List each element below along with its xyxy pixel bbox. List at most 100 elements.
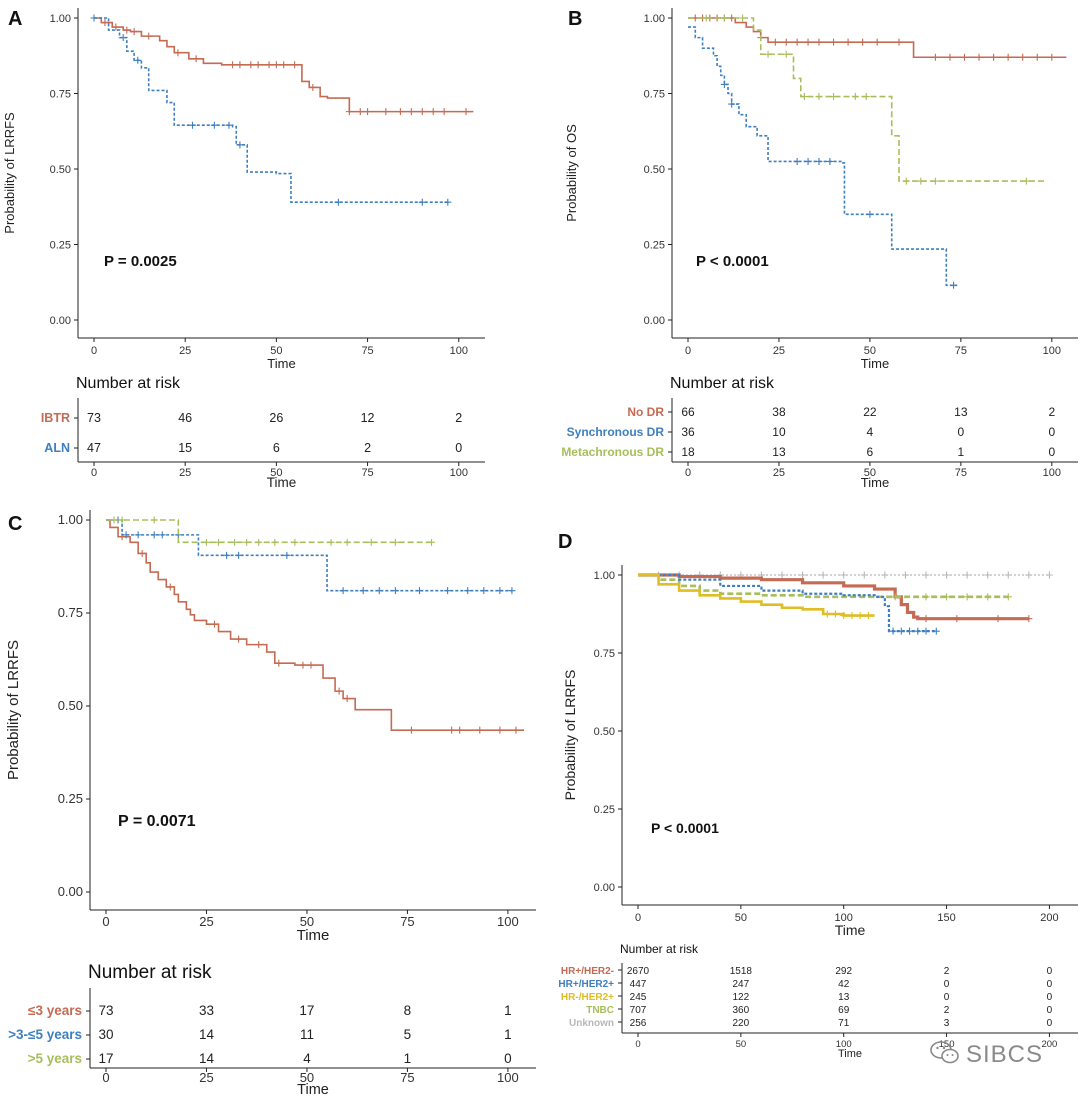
censor-mark	[418, 108, 426, 116]
x-tick-label: 50	[270, 345, 282, 357]
y-tick-label: 0.00	[50, 315, 71, 327]
censor-mark	[902, 177, 910, 185]
risk-value: 10	[772, 425, 786, 439]
censor-mark	[963, 593, 971, 601]
censor-mark	[720, 14, 728, 22]
risk-table: Number at risk HR+/HER2- 2670 1518 292 2 0 HR+/…	[558, 942, 1078, 1060]
censor-mark	[800, 93, 808, 101]
censor-mark	[815, 93, 823, 101]
risk-value: 6	[867, 445, 874, 459]
x-axis-title: Time	[861, 356, 889, 371]
censor-mark	[895, 38, 903, 46]
risk-value: 0	[958, 425, 965, 439]
censor-mark	[984, 571, 992, 579]
risk-row-label: >5 years	[28, 1051, 82, 1066]
censor-mark	[418, 198, 426, 206]
censor-mark	[235, 551, 243, 559]
risk-value: 0	[455, 441, 462, 455]
risk-x-tick-label: 25	[773, 467, 785, 479]
censor-mark	[112, 23, 120, 31]
series-line-Synchronous DR	[688, 26, 958, 287]
risk-value: 0	[1047, 1005, 1053, 1016]
x-tick-label: 25	[179, 345, 191, 357]
censor-mark	[101, 19, 109, 27]
y-tick-label: 1.00	[50, 13, 71, 25]
censor-mark	[764, 50, 772, 58]
censor-mark	[123, 26, 131, 34]
censor-mark	[739, 14, 747, 22]
risk-value: 1	[504, 1003, 512, 1018]
risk-value: 0	[944, 979, 950, 990]
y-tick-label: 0.00	[594, 882, 615, 894]
censor-mark	[1025, 571, 1033, 579]
censor-mark	[826, 157, 834, 165]
x-tick-label: 50	[300, 914, 314, 929]
risk-value: 2670	[627, 966, 650, 977]
series-line-HR+/HER2+	[638, 573, 937, 633]
censor-mark	[994, 615, 1002, 623]
censor-mark	[382, 108, 390, 116]
censor-mark	[480, 587, 488, 595]
series-line-No DR	[688, 17, 1067, 59]
risk-x-tick-label: 100	[836, 1039, 852, 1050]
risk-value: 2	[364, 441, 371, 455]
risk-x-tick-label: 50	[270, 467, 282, 479]
watermark: SIBCS	[930, 1040, 1043, 1069]
censor-mark	[960, 53, 968, 61]
risk-value: 18	[681, 445, 695, 459]
censor-mark	[225, 121, 233, 129]
censor-mark	[476, 726, 484, 734]
risk-value: 6	[273, 441, 280, 455]
censor-mark	[291, 61, 299, 69]
risk-value: 17	[299, 1003, 314, 1018]
censor-mark	[496, 587, 504, 595]
censor-mark	[345, 108, 353, 116]
risk-value: 247	[733, 979, 750, 990]
censor-mark	[396, 108, 404, 116]
censor-mark	[335, 687, 343, 695]
series-line-ALN	[94, 17, 448, 204]
censor-mark	[118, 516, 126, 524]
censor-mark	[339, 587, 347, 595]
risk-table-title: Number at risk	[670, 375, 775, 392]
censor-mark	[950, 281, 958, 289]
risk-x-tick-label: 50	[736, 1039, 747, 1050]
censor-mark	[223, 551, 231, 559]
x-axis-title: Time	[835, 922, 866, 938]
censor-mark	[255, 538, 263, 546]
censor-mark	[864, 612, 872, 620]
risk-row-label: Synchronous DR	[567, 425, 665, 439]
risk-x-tick-label: 100	[497, 1070, 519, 1085]
censor-mark	[889, 627, 897, 635]
censor-mark	[946, 53, 954, 61]
censor-mark	[158, 531, 166, 539]
y-tick-label: 0.50	[594, 726, 615, 738]
censor-mark	[856, 612, 864, 620]
censor-mark	[848, 612, 856, 620]
panel-letter: C	[8, 513, 22, 535]
censor-mark	[90, 14, 98, 22]
censor-mark	[943, 593, 951, 601]
censor-mark	[860, 571, 868, 579]
censor-mark	[428, 538, 436, 546]
risk-value: 38	[772, 405, 786, 419]
risk-row-label: ALN	[44, 441, 70, 455]
censor-mark	[231, 538, 239, 546]
censor-mark	[334, 198, 342, 206]
risk-value: 13	[838, 992, 850, 1003]
censor-mark	[840, 571, 848, 579]
censor-mark	[873, 38, 881, 46]
risk-x-tick-label: 0	[685, 467, 691, 479]
risk-row-label: ≤3 years	[28, 1003, 82, 1018]
censor-mark	[891, 593, 899, 601]
risk-value: 13	[772, 445, 786, 459]
x-tick-label: 200	[1040, 912, 1058, 924]
series-line-IBTR	[94, 17, 474, 113]
risk-value: 1	[504, 1027, 512, 1042]
censor-mark	[1033, 53, 1041, 61]
censor-mark	[830, 93, 838, 101]
risk-value: 36	[681, 425, 695, 439]
risk-value: 46	[178, 411, 192, 425]
y-tick-label: 0.75	[644, 89, 665, 101]
